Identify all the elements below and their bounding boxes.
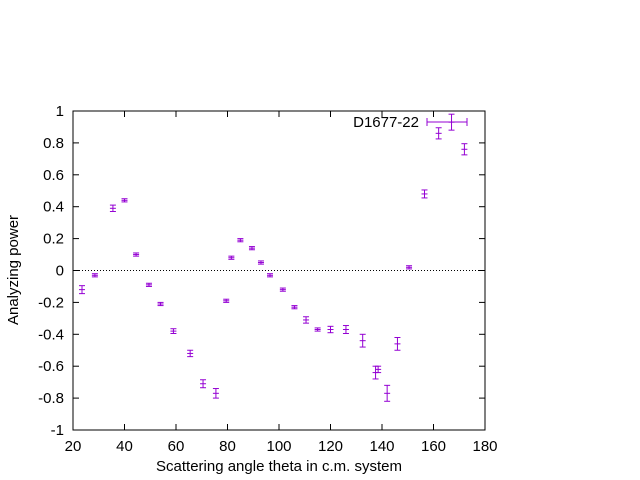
data-point — [200, 379, 207, 389]
y-tick-label: 0 — [56, 263, 64, 280]
plot-frame — [72, 110, 486, 431]
data-point — [406, 265, 413, 270]
data-point — [91, 273, 98, 278]
x-tick-label: 20 — [65, 438, 82, 455]
data-point — [384, 384, 391, 402]
data-point — [170, 328, 177, 335]
data-point — [375, 365, 382, 374]
y-tick-label: -1 — [51, 422, 64, 439]
y-tick-label: -0.4 — [38, 326, 64, 343]
y-axis-label: Analyzing power — [5, 215, 22, 325]
y-tick-label: -0.6 — [38, 358, 64, 375]
data-point — [279, 287, 286, 292]
data-point — [187, 349, 194, 358]
data-point — [394, 336, 401, 351]
data-points-layer — [79, 113, 468, 402]
data-point — [133, 252, 140, 257]
legend: D1677-22 — [353, 114, 468, 131]
y-tick-label: 0.8 — [43, 135, 64, 152]
x-tick-label: 120 — [318, 438, 343, 455]
data-point — [342, 325, 349, 335]
x-axis-label: Scattering angle theta in c.m. system — [156, 458, 402, 475]
data-point — [303, 316, 310, 324]
y-tick-label: -0.8 — [38, 390, 64, 407]
x-tick-label: 100 — [266, 438, 291, 455]
data-point — [121, 198, 128, 203]
data-point — [248, 246, 255, 251]
data-point — [359, 333, 366, 348]
data-point — [435, 127, 442, 140]
x-tick-label: 40 — [116, 438, 133, 455]
x-tick-label: 160 — [421, 438, 446, 455]
data-point — [257, 260, 264, 265]
data-point — [109, 204, 116, 212]
x-tick-label: 60 — [168, 438, 185, 455]
x-tick-label: 180 — [472, 438, 497, 455]
data-point — [228, 255, 235, 260]
ticks-layer: 20 40 60 80 100 120 140 160 180 -1 -0.8 -0.6 -0.4 -0.… — [38, 103, 497, 455]
y-tick-label: 0.2 — [43, 231, 64, 248]
y-tick-label: 1 — [56, 103, 64, 120]
data-point — [145, 282, 152, 287]
y-tick-label: 0.6 — [43, 167, 64, 184]
data-point — [237, 238, 244, 243]
legend-label: D1677-22 — [353, 114, 419, 131]
data-point — [461, 143, 468, 156]
data-point — [266, 273, 273, 278]
y-tick-label: -0.2 — [38, 294, 64, 311]
x-tick-label: 140 — [369, 438, 394, 455]
data-point — [327, 325, 334, 334]
data-point — [314, 327, 321, 332]
x-tick-label: 80 — [219, 438, 236, 455]
data-point — [291, 305, 298, 310]
y-tick-label: 0.4 — [43, 199, 64, 216]
data-point — [79, 285, 86, 295]
data-point — [223, 298, 230, 303]
data-point — [421, 189, 428, 199]
data-point — [212, 388, 219, 399]
data-point — [157, 301, 164, 307]
